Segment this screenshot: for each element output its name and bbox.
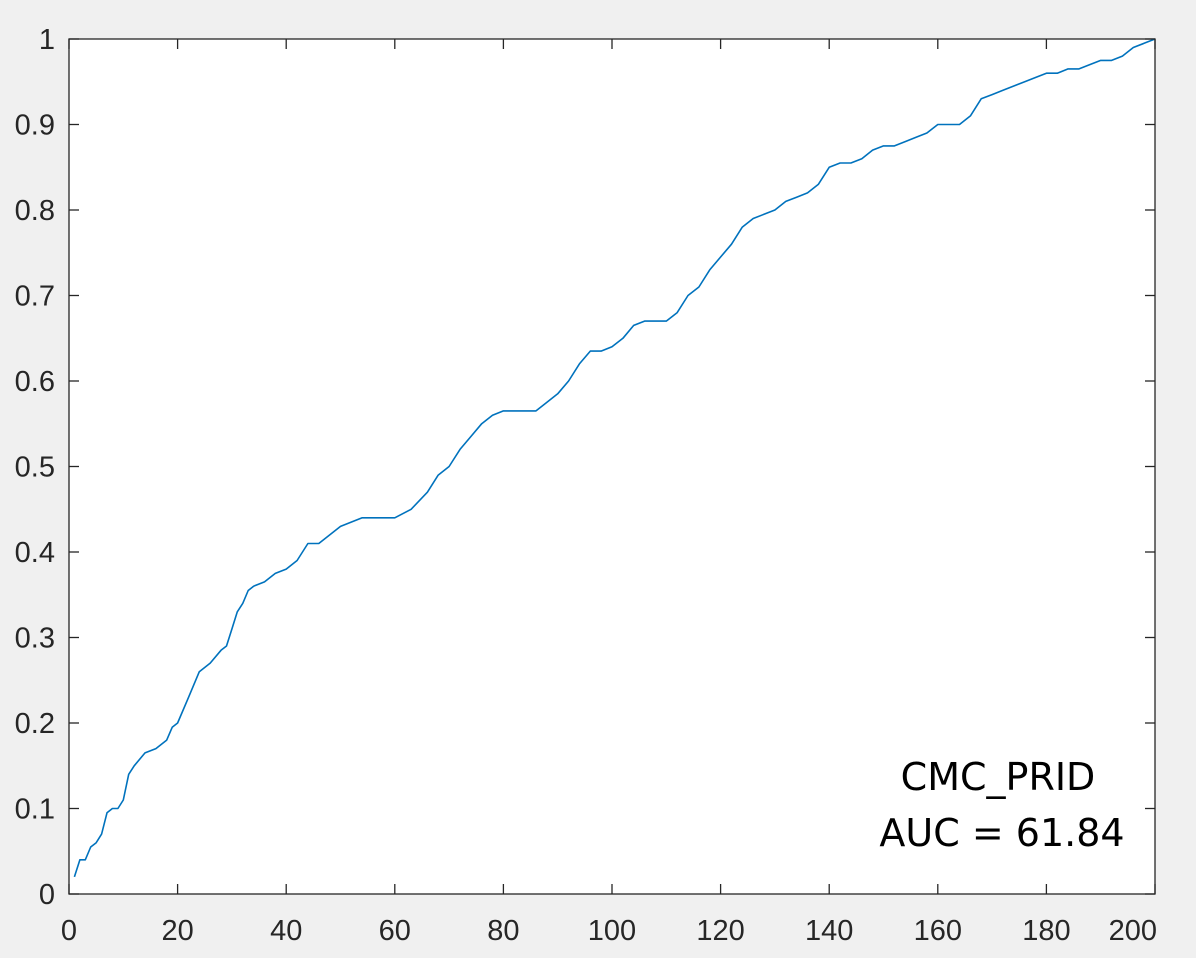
x-tick-label: 180 bbox=[1022, 915, 1070, 947]
x-tick-labels: 0 20 40 60 80 100 120 140 160 180 200 bbox=[61, 915, 1157, 947]
x-tick-label: 100 bbox=[588, 915, 636, 947]
y-tick-label: 0.8 bbox=[15, 195, 55, 227]
y-tick-label: 0.6 bbox=[15, 366, 55, 398]
plot-frame bbox=[68, 38, 1156, 895]
x-tick-label: 80 bbox=[487, 915, 519, 947]
x-tick-label: 0 bbox=[61, 915, 77, 947]
y-tick-label: 1 bbox=[39, 24, 55, 56]
y-tick-label: 0.1 bbox=[15, 794, 55, 826]
x-tick-label: 200 bbox=[1109, 915, 1157, 947]
x-tick-label: 40 bbox=[270, 915, 302, 947]
x-tick-label: 140 bbox=[805, 915, 853, 947]
plot-background bbox=[69, 39, 1155, 894]
x-tick-label: 20 bbox=[161, 915, 193, 947]
x-tick-label: 60 bbox=[379, 915, 411, 947]
y-tick-labels: 0 0.1 0.2 0.3 0.4 0.5 0.6 0.7 0.8 0.9 1 bbox=[15, 24, 55, 911]
annotation-line-2: AUC = 61.84 bbox=[879, 811, 1124, 855]
y-tick-label: 0.4 bbox=[15, 537, 55, 569]
series-line bbox=[73, 38, 1156, 878]
y-tick-label: 0.3 bbox=[15, 623, 55, 655]
y-tick-label: 0.5 bbox=[15, 452, 55, 484]
y-tick-label: 0.9 bbox=[15, 110, 55, 142]
y-tick-label: 0 bbox=[39, 879, 55, 911]
x-tick-label: 120 bbox=[696, 915, 744, 947]
y-tick-label: 0.2 bbox=[15, 708, 55, 740]
x-tick-label: 160 bbox=[914, 915, 962, 947]
annotation-line-1: CMC_PRID bbox=[901, 755, 1096, 799]
y-tick-label: 0.7 bbox=[15, 281, 55, 313]
